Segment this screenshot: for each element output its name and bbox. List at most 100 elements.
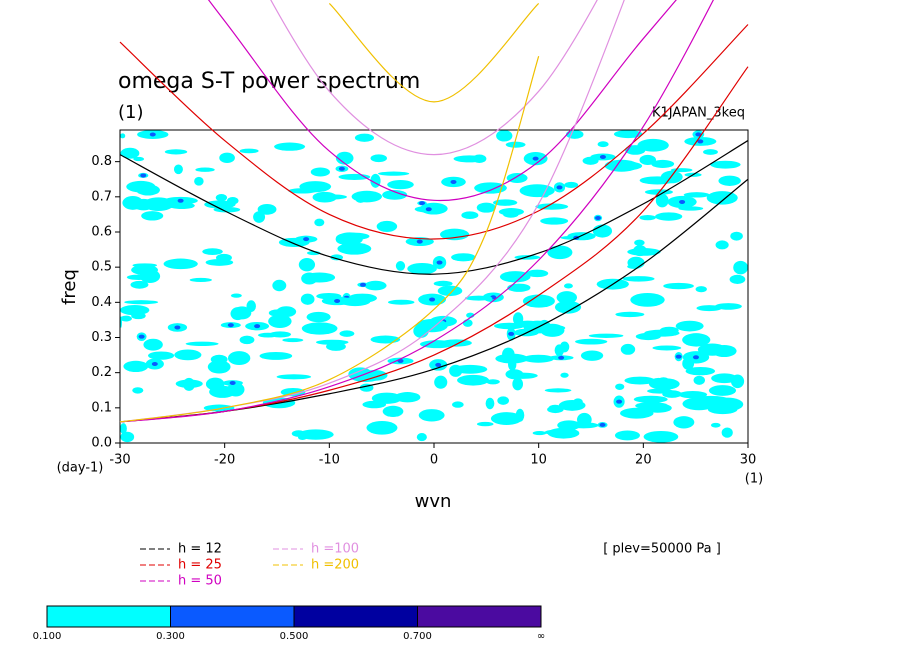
- contour-fill: [407, 262, 437, 275]
- x-tick-label: -10: [319, 453, 340, 468]
- contour-fill: [703, 149, 718, 155]
- contour-fill: [633, 395, 668, 404]
- y-axis-label: freq: [59, 269, 80, 305]
- contour-fill: [120, 305, 150, 316]
- contour-fill: [291, 430, 306, 437]
- contour-fill: [435, 362, 442, 367]
- contour-fill: [558, 400, 586, 411]
- contour-fill: [274, 142, 306, 151]
- contour-fill: [503, 211, 519, 218]
- contour-fill: [452, 401, 464, 408]
- x-tick-label: 0: [430, 453, 438, 468]
- contour-fill: [614, 430, 640, 441]
- contour-fill: [696, 305, 722, 312]
- contour-fill: [148, 351, 175, 360]
- contour-fill: [695, 132, 702, 137]
- contour-fill: [544, 388, 572, 393]
- contour-fill: [635, 332, 661, 341]
- contour-fill: [300, 293, 315, 305]
- contour-fill: [554, 300, 582, 314]
- contour-fill: [678, 391, 708, 399]
- subtitle: (1): [118, 102, 144, 123]
- contour-fill: [382, 405, 404, 417]
- contour-fill: [476, 202, 496, 213]
- contour-fill: [272, 279, 287, 292]
- contour-fill: [522, 354, 554, 363]
- x-tick-label: -20: [214, 453, 235, 468]
- contour-fill: [140, 173, 147, 178]
- contour-fill: [215, 193, 228, 202]
- contour-fill: [227, 351, 251, 366]
- contour-fill: [608, 161, 643, 171]
- y-tick-label: 0.0: [91, 436, 112, 451]
- contour-fill: [440, 228, 470, 241]
- contour-fill: [174, 325, 181, 330]
- contour-fill: [276, 374, 312, 380]
- contour-fill: [351, 190, 383, 203]
- contour-fill: [364, 280, 387, 291]
- contour-fill: [416, 433, 427, 442]
- dispersion-curve: [119, 0, 715, 423]
- contour-fill: [310, 167, 330, 177]
- dispersion-curve: [119, 140, 749, 275]
- contour-fill: [376, 220, 398, 232]
- contour-fill: [526, 269, 549, 278]
- contour-fill: [599, 154, 606, 159]
- contour-fill: [268, 314, 292, 328]
- contour-fill: [123, 360, 149, 373]
- contour-fill: [207, 360, 231, 374]
- run-label: K1JAPAN_3keq: [652, 106, 745, 121]
- contour-fill: [132, 198, 155, 211]
- contour-fill: [141, 211, 164, 221]
- contour-fill: [366, 421, 398, 435]
- contour-fill: [253, 211, 266, 223]
- contour-fill: [615, 383, 625, 390]
- contour-fill: [635, 402, 669, 410]
- colorbar-label: 0.500: [280, 631, 309, 642]
- colorbar-label: ∞: [537, 631, 545, 642]
- contour-fill: [418, 409, 445, 422]
- contour-fill: [547, 245, 573, 260]
- colorbar-label: 0.100: [33, 631, 62, 642]
- y-tick-label: 0.6: [91, 224, 112, 239]
- contour-fill: [630, 293, 665, 307]
- y-tick-label: 0.8: [91, 154, 112, 169]
- contour-fill: [462, 319, 473, 327]
- contour-fill: [685, 366, 716, 376]
- contour-fill: [508, 331, 515, 336]
- contour-fill: [647, 388, 673, 394]
- contour-fill: [592, 224, 613, 238]
- contour-fill: [120, 147, 140, 159]
- contour-fill: [580, 350, 604, 361]
- contour-fill: [588, 333, 624, 338]
- contour-fill: [655, 193, 669, 208]
- colorbar-label: 0.700: [403, 631, 432, 642]
- contour-fill: [554, 344, 565, 357]
- contour-fill: [120, 315, 132, 322]
- contour-fill: [416, 239, 423, 244]
- y-tick-label: 0.5: [91, 260, 112, 275]
- contour-fill: [136, 184, 160, 196]
- contour-fill: [306, 311, 331, 323]
- contour-fill: [464, 295, 493, 301]
- contour-fill: [429, 297, 436, 302]
- contour-fill: [395, 261, 406, 271]
- contour-fill: [655, 212, 683, 221]
- contour-fill: [257, 203, 277, 215]
- contour-fill: [538, 319, 551, 334]
- contour-fill: [624, 376, 656, 385]
- contour-texture: [120, 130, 749, 443]
- contour-fill: [337, 242, 372, 255]
- contour-fill: [474, 182, 507, 194]
- contour-fill: [143, 338, 163, 351]
- contour-fill: [371, 392, 402, 404]
- contour-fill: [599, 422, 606, 427]
- contour-fill: [314, 218, 325, 227]
- contour-fill: [130, 280, 149, 289]
- contour-fill: [335, 233, 350, 245]
- contour-fill: [679, 199, 686, 204]
- legend-label: h = 50: [178, 574, 222, 589]
- contour-fill: [486, 379, 500, 385]
- contour-fill: [451, 253, 476, 262]
